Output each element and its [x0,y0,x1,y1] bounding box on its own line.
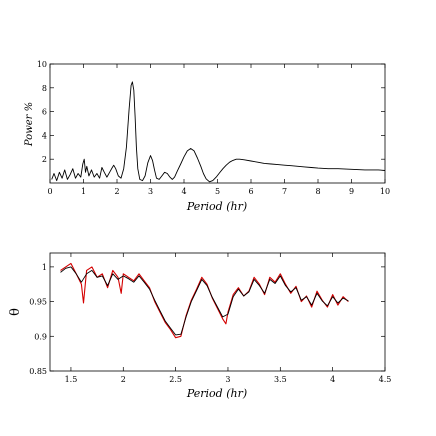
theta-xtick-label: 4.5 [379,375,392,384]
theta-xtick-label: 1.5 [65,375,78,384]
theta-ytick-label: 0.9 [34,332,47,341]
periodogram-xtick-label: 3 [148,187,153,196]
periodogram-xtick-label: 6 [248,187,253,196]
periodogram-frame [49,63,386,184]
theta-series-line [60,266,349,336]
periodogram-ylabel: Power % [24,102,35,147]
periodogram-xtick-label: 1 [81,187,86,196]
periodogram-xtick-label: 2 [114,187,119,196]
theta-ylabel: θ [8,308,23,316]
theta-panel: 1.5 2 2.5 3 3.5 4 4.50.850.90.951 Period (hr) … [8,252,391,400]
periodogram-panel: 0 1 2 3 4 5 6 7 8 9 10 2 4 6 8 10 Period (hr) Power % [24,60,390,213]
theta-ytick-label: 1 [42,263,47,272]
periodogram-ytick-label: 2 [42,155,47,164]
periodogram-xtick-label: 0 [47,187,52,196]
theta-series-line [60,262,349,339]
theta-xlabel: Period (hr) [186,387,247,400]
periodogram-xtick-label: 10 [380,187,390,196]
periodogram-xtick-label: 5 [215,187,220,196]
periodogram-series [51,81,386,183]
theta-series [60,262,349,339]
periodogram-xtick-label: 9 [349,187,354,196]
theta-xtick-label: 3 [225,375,230,384]
periodogram-series-line [51,81,386,183]
periodogram-ytick-label: 10 [37,60,47,69]
theta-xtick-label: 4 [330,375,335,384]
periodogram-xtick-label: 8 [315,187,320,196]
periodogram-ticks: 0 1 2 3 4 5 6 7 8 9 10 2 4 6 8 10 [37,60,390,196]
periodogram-xlabel: Period (hr) [186,200,247,213]
theta-xtick-label: 2.5 [169,375,182,384]
theta-ticks: 1.5 2 2.5 3 3.5 4 4.5 0.85 0.9 0.95 1 [29,253,391,384]
periodogram-xtick-label: 4 [181,187,186,196]
theta-xtick-label: 2 [121,375,126,384]
theta-ytick-label: 0.95 [29,298,47,307]
theta-frame [49,252,386,372]
theta-xtick-label: 3.5 [274,375,287,384]
theta-ytick-label: 0.85 [29,367,47,376]
periodogram-ytick-label: 6 [42,108,47,117]
periodogram-xtick-label: 7 [282,187,287,196]
periodogram-ytick-label: 8 [42,84,47,93]
periodogram-ytick-label: 4 [42,131,47,140]
